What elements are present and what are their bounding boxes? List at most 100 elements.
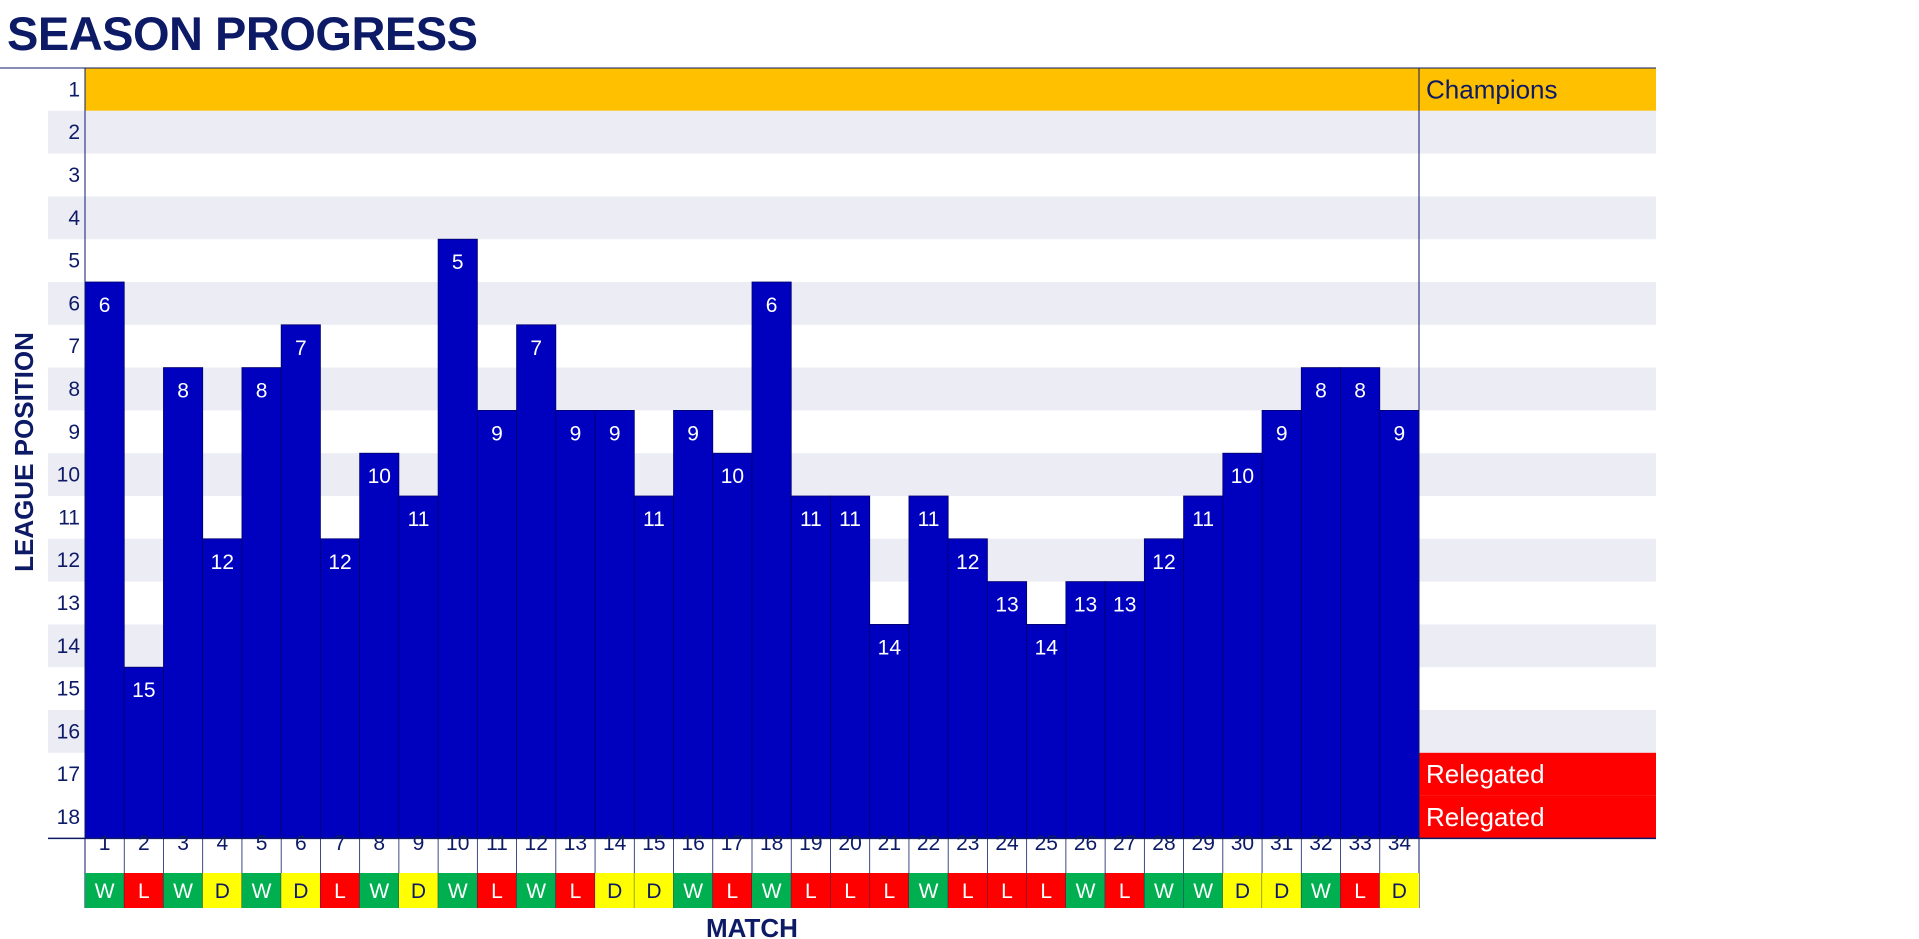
bar-value-label: 12 (956, 551, 979, 574)
bar-value-label: 11 (408, 508, 430, 531)
bar-value-label: 15 (132, 679, 155, 702)
x-tick-label: 2 (138, 832, 150, 855)
result-label: W (1311, 880, 1331, 903)
y-tick-label: 13 (57, 592, 80, 615)
bar (437, 238, 478, 839)
bar-value-label: 6 (99, 294, 111, 317)
y-tick-label: 11 (58, 506, 80, 529)
bar-value-label: 9 (1394, 422, 1406, 445)
result-label: L (1001, 880, 1013, 903)
bar-value-label: 10 (368, 465, 391, 488)
x-tick-label: 1 (99, 832, 111, 855)
y-tick-label: 9 (68, 421, 80, 444)
x-tick-label: 27 (1113, 832, 1136, 855)
result-cell (516, 873, 556, 908)
bar (1026, 624, 1067, 839)
x-tick-label: 28 (1152, 832, 1175, 855)
result-label: W (1076, 880, 1096, 903)
chart-title: SEASON PROGRESS (7, 7, 478, 60)
bar-value-label: 13 (1113, 594, 1136, 617)
result-label: W (173, 880, 193, 903)
y-tick-label: 2 (68, 121, 80, 144)
y-tick-label: 4 (68, 207, 80, 230)
bar-value-label: 11 (1192, 508, 1214, 531)
result-cell (241, 873, 282, 908)
result-cell (1144, 873, 1184, 908)
result-cell (320, 873, 360, 908)
x-tick-label: 18 (760, 832, 783, 855)
result-cell (124, 873, 164, 908)
result-cell (1262, 873, 1302, 908)
row-band-1 (85, 68, 1656, 111)
result-cell (830, 873, 870, 908)
x-tick-label: 24 (995, 832, 1019, 855)
result-label: L (138, 880, 150, 903)
bar-value-label: 10 (721, 465, 744, 488)
bar (280, 324, 321, 839)
result-cell (908, 873, 949, 908)
result-label: D (1235, 880, 1250, 903)
bar-value-label: 11 (839, 508, 861, 531)
bar (1222, 452, 1263, 839)
bar (673, 409, 714, 839)
result-cell (1301, 873, 1341, 908)
result-cell (1222, 873, 1263, 908)
result-cell (163, 873, 203, 908)
bar (830, 495, 871, 839)
y-axis-title: LEAGUE POSITION (9, 332, 39, 572)
bar (633, 495, 674, 839)
bar (84, 281, 125, 839)
bar (1261, 409, 1302, 839)
x-tick-label: 34 (1388, 832, 1412, 855)
y-tick-label: 15 (57, 678, 80, 701)
bar-value-label: 7 (295, 337, 307, 360)
result-label: L (1119, 880, 1131, 903)
result-cell (398, 873, 439, 908)
result-cell (1065, 873, 1106, 908)
result-cell (987, 873, 1027, 908)
bar (1340, 367, 1381, 839)
x-tick-label: 12 (525, 832, 548, 855)
x-tick-label: 33 (1348, 832, 1371, 855)
bar-value-label: 12 (328, 551, 351, 574)
bar (241, 367, 282, 839)
result-cell (281, 873, 321, 908)
bar (163, 367, 204, 839)
bar-value-label: 8 (1315, 380, 1327, 403)
bar (1143, 538, 1184, 839)
bar-value-label: 12 (211, 551, 234, 574)
result-label: L (1354, 880, 1366, 903)
y-tick-label: 8 (68, 378, 80, 401)
zone-label: Champions (1426, 74, 1558, 104)
bar (908, 495, 949, 839)
bar (320, 538, 361, 839)
y-tick-label: 7 (68, 335, 80, 358)
result-cell (712, 873, 752, 908)
bar (476, 409, 517, 839)
bar-value-label: 12 (1152, 551, 1175, 574)
result-cell (438, 873, 478, 908)
bar-value-label: 7 (530, 337, 542, 360)
y-tick-label: 17 (57, 763, 80, 786)
result-cell (634, 873, 674, 908)
result-label: D (411, 880, 426, 903)
x-tick-label: 23 (956, 832, 979, 855)
x-tick-label: 5 (256, 832, 268, 855)
bar-value-label: 8 (256, 380, 268, 403)
x-tick-label: 26 (1074, 832, 1097, 855)
x-tick-label: 30 (1231, 832, 1254, 855)
result-cell (359, 873, 399, 908)
result-cell (555, 873, 596, 908)
result-label: D (646, 880, 661, 903)
bar-value-label: 9 (491, 422, 503, 445)
y-tick-label: 18 (57, 806, 80, 829)
y-tick-label: 10 (57, 464, 80, 487)
x-tick-label: 4 (216, 832, 228, 855)
x-tick-label: 11 (486, 832, 508, 855)
x-tick-label: 13 (564, 832, 587, 855)
bar (594, 409, 635, 839)
bar (398, 495, 439, 839)
result-label: W (95, 880, 115, 903)
bar (712, 452, 753, 839)
x-tick-label: 21 (878, 832, 901, 855)
